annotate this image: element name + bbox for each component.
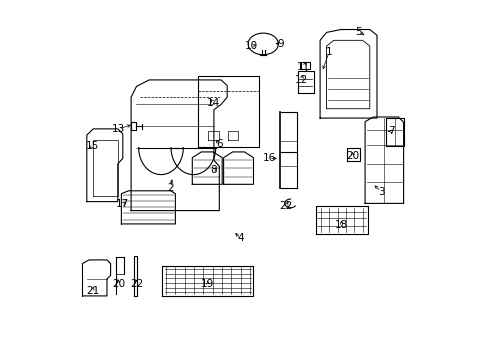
Text: 8: 8 xyxy=(210,165,217,175)
Text: 12: 12 xyxy=(294,75,307,85)
Text: 2: 2 xyxy=(167,183,174,193)
Text: 19: 19 xyxy=(201,279,214,289)
Text: 6: 6 xyxy=(216,139,222,149)
Text: 20: 20 xyxy=(112,279,125,289)
Text: 17: 17 xyxy=(115,199,128,210)
Text: 21: 21 xyxy=(86,286,99,296)
Text: 14: 14 xyxy=(207,98,220,108)
Text: 16: 16 xyxy=(262,153,275,163)
Text: 9: 9 xyxy=(277,39,283,49)
Text: 5: 5 xyxy=(355,27,362,37)
Text: 15: 15 xyxy=(86,141,99,151)
Text: 7: 7 xyxy=(387,126,394,136)
Text: 1: 1 xyxy=(325,47,332,57)
Text: 20: 20 xyxy=(346,150,359,161)
Text: 22: 22 xyxy=(130,279,143,289)
Text: 4: 4 xyxy=(237,233,244,243)
Text: 13: 13 xyxy=(112,124,125,134)
Text: 10: 10 xyxy=(244,41,258,51)
Text: 11: 11 xyxy=(297,62,310,72)
Text: 3: 3 xyxy=(377,186,384,197)
Text: 18: 18 xyxy=(334,220,347,230)
Text: 22: 22 xyxy=(279,201,292,211)
